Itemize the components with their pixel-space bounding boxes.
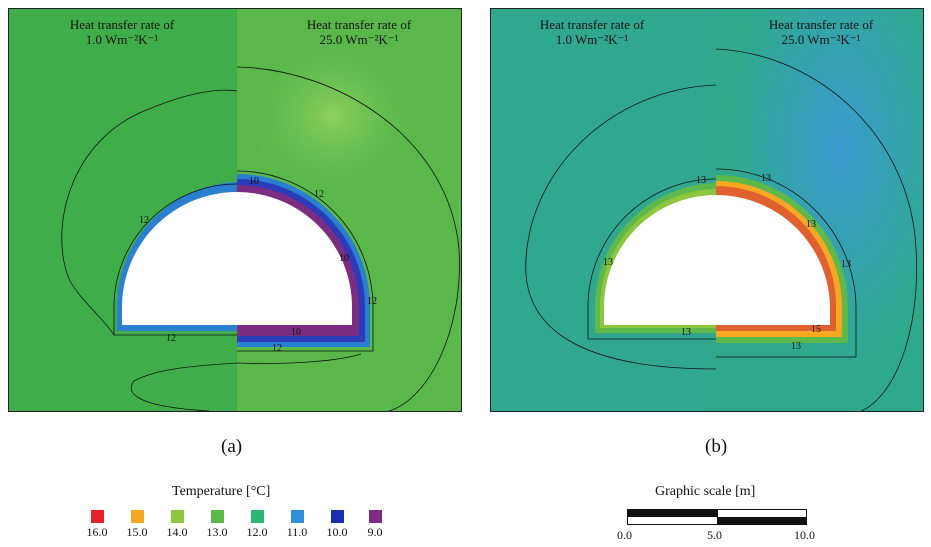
- legend-value: 12.0: [246, 525, 268, 539]
- scale-segment: [628, 510, 718, 517]
- left-heat-transfer-label: Heat transfer rate of 1.0 Wm⁻²K⁻¹: [69, 17, 175, 47]
- contour-label: 12: [139, 215, 149, 226]
- legend-swatch: [250, 510, 264, 523]
- legend-title: Temperature [°C]: [172, 484, 271, 499]
- legend-value: 13.0: [206, 525, 228, 539]
- contour-label: 12: [367, 296, 377, 307]
- legend-item: 9.0: [355, 510, 395, 540]
- legend-item: 15.0: [117, 510, 157, 540]
- scale-title: Graphic scale [m]: [655, 484, 756, 499]
- legend-item: 10.0: [317, 510, 357, 540]
- contour-label: 15: [811, 324, 821, 335]
- contour-label: 12: [272, 343, 282, 354]
- graphic-scale-bar: [627, 509, 807, 525]
- contour-label: 10: [339, 253, 349, 264]
- panel-b-temperature-field: 13 13 13 13 13 13 13 15 13: [491, 9, 923, 411]
- contour-label: 10: [291, 327, 301, 338]
- legend-value: 16.0: [86, 525, 108, 539]
- contour-label: 13: [806, 219, 816, 230]
- legend-item: 11.0: [277, 510, 317, 540]
- legend-value: 10.0: [326, 525, 348, 539]
- left-heat-transfer-label: Heat transfer rate of 1.0 Wm⁻²K⁻¹: [539, 17, 645, 47]
- scale-tick: 5.0: [707, 528, 722, 542]
- right-heat-transfer-label: Heat transfer rate of 25.0 Wm⁻²K⁻¹: [306, 17, 412, 47]
- legend-item: 14.0: [157, 510, 197, 540]
- scale-tick: 10.0: [794, 528, 815, 542]
- legend-value: 15.0: [126, 525, 148, 539]
- legend-swatch: [170, 510, 184, 523]
- contour-label: 12: [166, 333, 176, 344]
- panel-b-caption: (b): [705, 436, 728, 457]
- scale-segment: [717, 517, 807, 524]
- panel-a-temperature-field: 12 10 12 10 12 12 10 12: [9, 9, 461, 411]
- contour-label: 10: [249, 176, 259, 187]
- legend-swatch: [90, 510, 104, 523]
- contour-label: 13: [681, 327, 691, 338]
- legend-swatch: [210, 510, 224, 523]
- panel-b-plot: 13 13 13 13 13 13 13 15 13 Heat transfer…: [490, 8, 924, 412]
- contour-label: 12: [314, 189, 324, 200]
- contour-label: 13: [761, 173, 771, 184]
- contour-label: 13: [841, 259, 851, 270]
- legend-item: 13.0: [197, 510, 237, 540]
- legend-item: 12.0: [237, 510, 277, 540]
- scale-tick: 0.0: [617, 528, 632, 542]
- contour-label: 13: [603, 257, 613, 268]
- legend-value: 11.0: [286, 525, 308, 539]
- legend-value: 14.0: [166, 525, 188, 539]
- legend-swatch: [130, 510, 144, 523]
- legend-swatch: [368, 510, 382, 523]
- legend-swatch: [330, 510, 344, 523]
- right-heat-transfer-label: Heat transfer rate of 25.0 Wm⁻²K⁻¹: [768, 17, 874, 47]
- legend-item: 16.0: [77, 510, 117, 540]
- legend-value: 9.0: [367, 525, 383, 539]
- contour-label: 13: [696, 175, 706, 186]
- legend-swatch: [290, 510, 304, 523]
- contour-label: 13: [791, 341, 801, 352]
- panel-a-caption: (a): [221, 436, 243, 457]
- panel-a-plot: 12 10 12 10 12 12 10 12 Heat transfer ra…: [8, 8, 462, 412]
